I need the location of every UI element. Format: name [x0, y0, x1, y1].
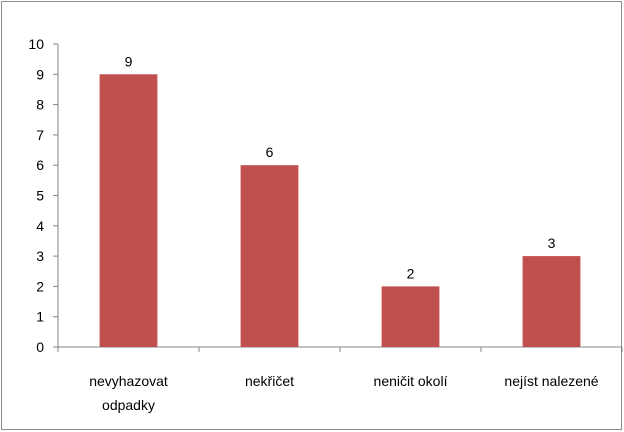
data-label: 9: [125, 53, 133, 69]
x-tick-label: odpadky: [102, 397, 155, 413]
y-tick-label: 10: [28, 36, 44, 52]
y-tick-label: 1: [36, 309, 44, 325]
y-tick-label: 0: [36, 339, 44, 355]
y-tick-label: 3: [36, 248, 44, 264]
bar: [381, 286, 440, 347]
data-label: 2: [407, 265, 415, 281]
data-label: 6: [266, 144, 274, 160]
y-tick-label: 9: [36, 66, 44, 82]
x-tick-label: neničit okolí: [374, 373, 448, 389]
y-tick-label: 8: [36, 97, 44, 113]
y-tick-label: 7: [36, 127, 44, 143]
bar: [240, 165, 299, 347]
data-label: 3: [548, 235, 556, 251]
bar: [522, 256, 581, 347]
x-tick-label: nejíst nalezené: [504, 373, 598, 389]
x-tick-label: nevyhazovat: [89, 373, 168, 389]
y-tick-label: 5: [36, 188, 44, 204]
x-tick-label: nekřičet: [245, 373, 294, 389]
y-tick-label: 4: [36, 218, 44, 234]
bar: [99, 74, 158, 348]
y-tick-label: 2: [36, 278, 44, 294]
y-tick-label: 6: [36, 157, 44, 173]
